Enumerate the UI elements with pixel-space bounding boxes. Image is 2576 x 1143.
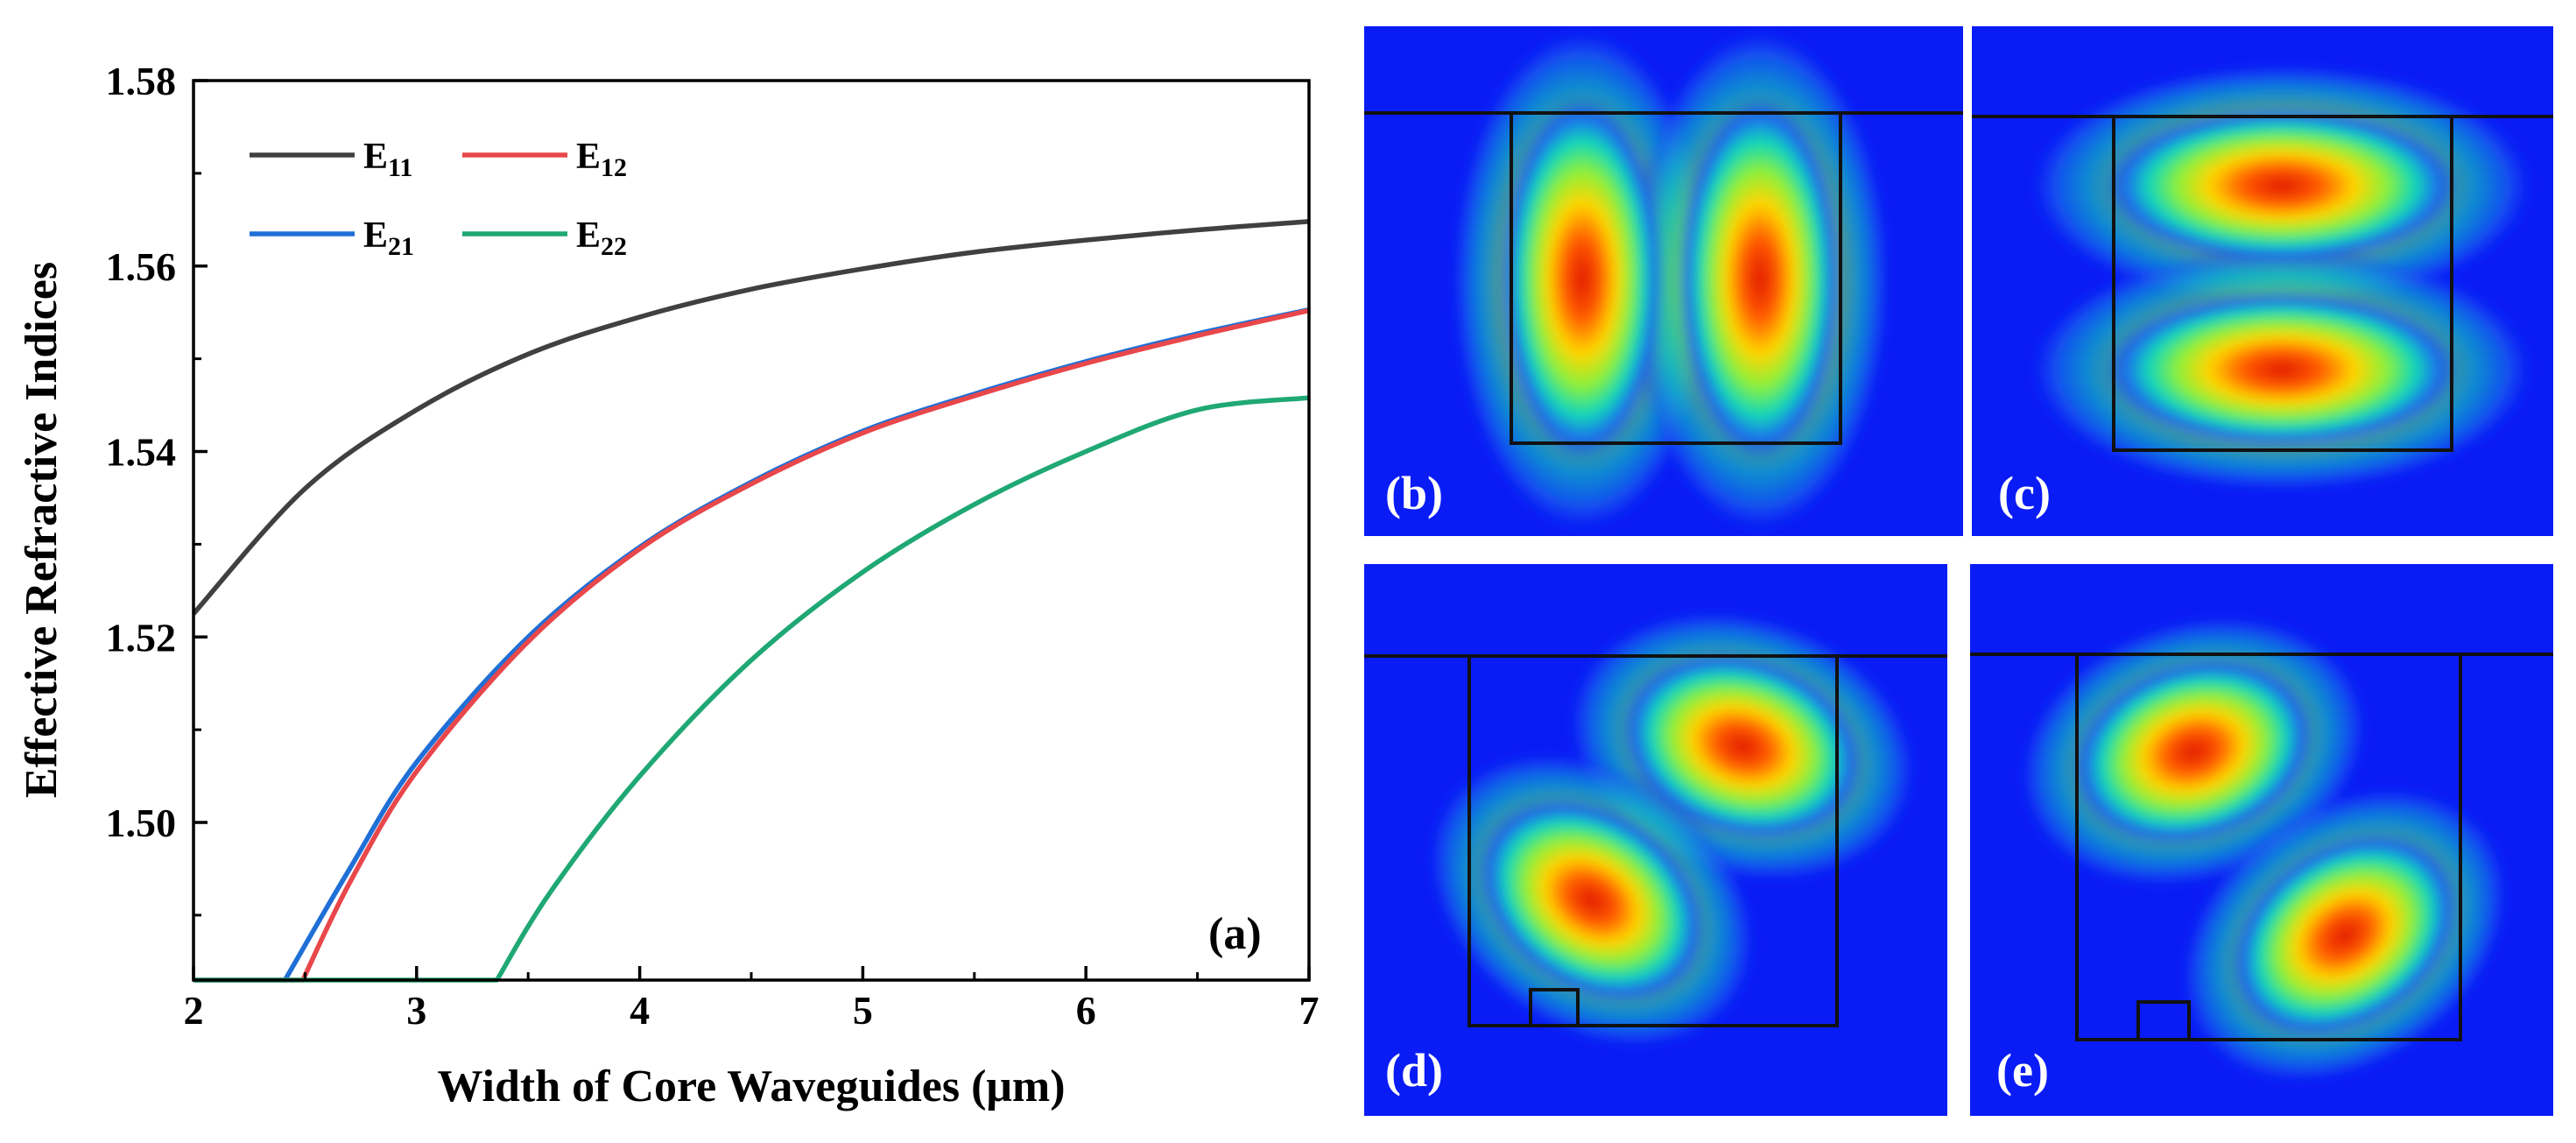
field-lobe xyxy=(1679,99,1841,458)
legend-label-e11: E11 xyxy=(363,137,412,182)
panel-label-b: (b) xyxy=(1385,467,1443,519)
core-outline xyxy=(1467,656,1839,1027)
x-tick-label: 7 xyxy=(1299,988,1320,1033)
field-lobes xyxy=(1426,609,1918,1050)
legend-label-e22: E22 xyxy=(576,215,627,261)
mode-field-panel-e xyxy=(1970,564,2553,1116)
field-lobe xyxy=(2107,293,2457,447)
x-tick-label: 5 xyxy=(853,988,873,1033)
y-tick-label: 1.54 xyxy=(106,430,177,475)
effective-index-chart: 2 3 4 5 6 7 1.50 1.52 1.54 1.56 1.58 E11 E12 E21 E22… xyxy=(17,59,1320,1111)
mode-field-panel-b xyxy=(1364,26,1963,536)
series-line-e12 xyxy=(194,307,1310,983)
x-tick-label: 3 xyxy=(406,988,426,1033)
field-lobes xyxy=(2028,63,2536,492)
x-tick-label: 6 xyxy=(1076,988,1096,1033)
x-axis-ticks: 2 3 4 5 6 7 xyxy=(184,966,1320,1033)
core-outline xyxy=(2075,654,2462,1041)
field-lobe xyxy=(2232,834,2458,1037)
y-tick-label: 1.58 xyxy=(106,59,177,103)
defect-notch xyxy=(1529,988,1580,1026)
x-tick-label: 2 xyxy=(184,988,204,1033)
legend-label-e12: E12 xyxy=(576,137,627,182)
field-lobes xyxy=(1451,26,1891,534)
field-lobes xyxy=(2017,614,2510,1085)
y-tick-label: 1.56 xyxy=(106,244,177,289)
panel-label-e: (e) xyxy=(1996,1044,2049,1097)
y-tick-label: 1.52 xyxy=(106,615,177,660)
legend: E11 E12 E21 E22 xyxy=(250,137,627,261)
field-lobe xyxy=(2107,109,2457,263)
core-outline xyxy=(1510,113,1842,445)
y-tick-label: 1.50 xyxy=(106,801,177,845)
panel-label-c: (c) xyxy=(1998,467,2051,519)
y-axis-label: Effective Refractive Indices xyxy=(17,262,67,798)
legend-label-e21: E21 xyxy=(363,215,414,261)
x-tick-label: 4 xyxy=(630,988,650,1033)
mode-field-panel-d xyxy=(1364,564,1947,1116)
y-axis-ticks: 1.50 1.52 1.54 1.56 1.58 xyxy=(106,59,208,917)
series-line-e21 xyxy=(194,307,1310,983)
x-axis-label: Width of Core Waveguides (μm) xyxy=(437,1062,1065,1111)
field-lobe xyxy=(1479,799,1705,1002)
series-line-e22 xyxy=(194,395,1310,983)
field-lobe xyxy=(2073,658,2313,845)
panel-label-d: (d) xyxy=(1385,1044,1443,1097)
field-lobe xyxy=(1502,99,1663,458)
series-line-e11 xyxy=(191,219,1310,616)
panel-label-a: (a) xyxy=(1208,909,1262,959)
core-outline xyxy=(2112,116,2453,452)
field-lobe xyxy=(1622,653,1862,840)
defect-notch xyxy=(2136,1000,2191,1040)
mode-field-panel-c xyxy=(1972,26,2553,536)
plot-lines xyxy=(191,219,1310,983)
